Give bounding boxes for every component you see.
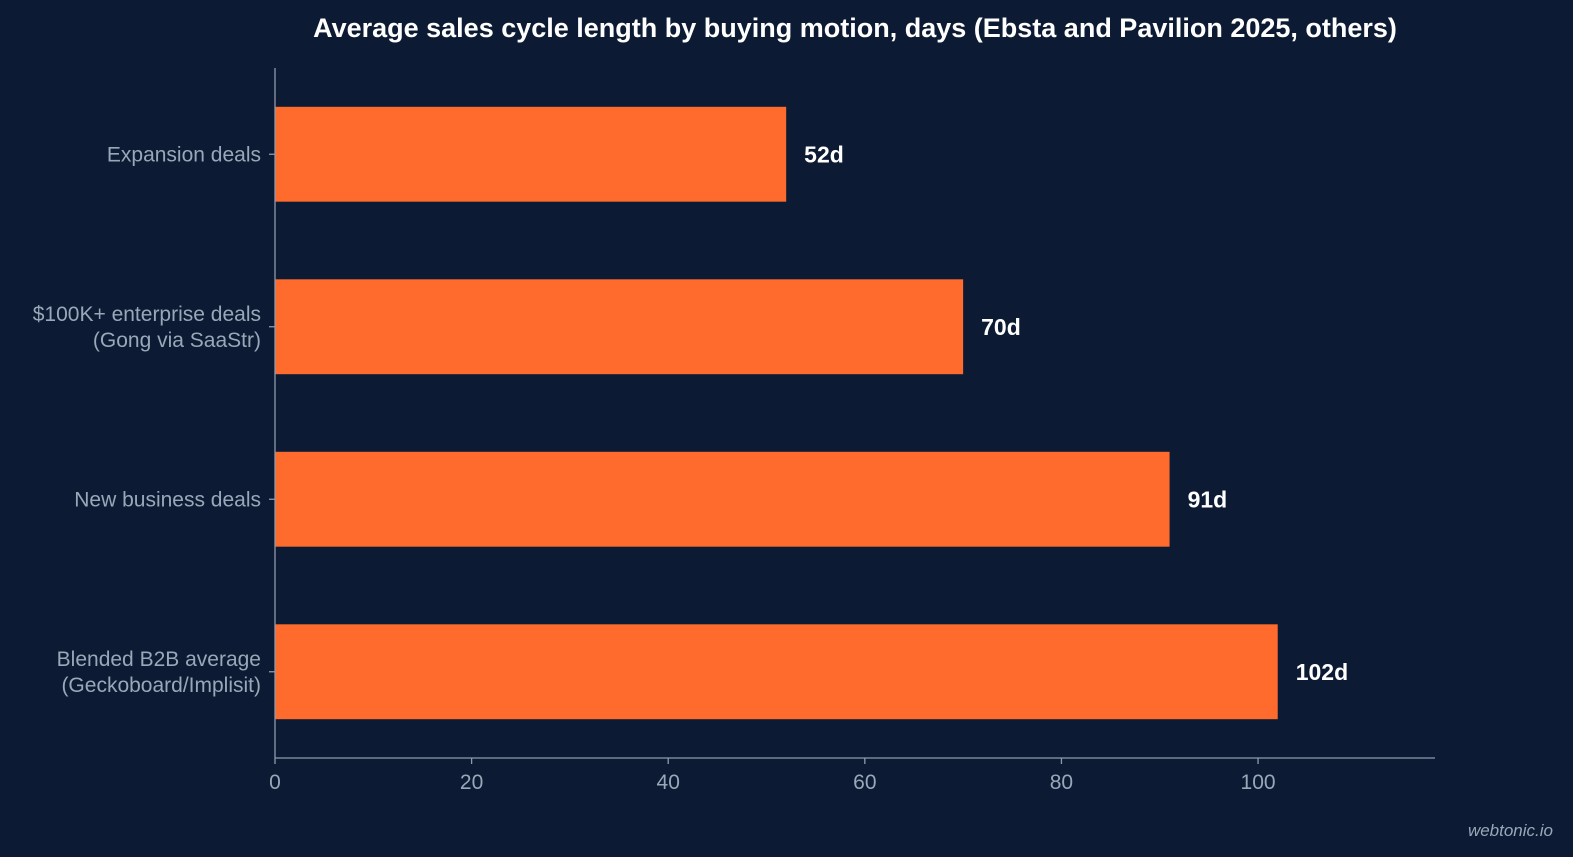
x-tick-label: 60 — [853, 771, 876, 794]
x-tick-label: 80 — [1050, 771, 1073, 794]
value-label: 70d — [981, 314, 1021, 340]
value-label: 91d — [1188, 486, 1228, 512]
plot-area: Expansion deals 52d $100K+ enterprise deal… — [33, 68, 1435, 794]
category-label: New business deals — [74, 488, 261, 511]
category-label-line: (Geckoboard/Implisit) — [61, 674, 261, 697]
value-label: 102d — [1296, 659, 1348, 685]
category-label-line: Expansion deals — [107, 143, 261, 166]
bar — [275, 279, 964, 375]
x-tick-label: 20 — [460, 771, 483, 794]
category-label: $100K+ enterprise deals (Gong via SaaStr) — [33, 303, 261, 352]
category-label-line: New business deals — [74, 488, 261, 511]
value-label: 52d — [804, 141, 844, 167]
chart-title: Average sales cycle length by buying mot… — [313, 13, 1397, 43]
bar — [275, 451, 1170, 547]
x-tick-label: 40 — [657, 771, 680, 794]
category-label: Blended B2B average (Geckoboard/Implisit) — [57, 648, 261, 697]
bar — [275, 624, 1278, 720]
x-tick-label: 0 — [269, 771, 281, 794]
category-label-line: Blended B2B average — [57, 648, 261, 671]
category-label-line: $100K+ enterprise deals — [33, 303, 261, 326]
watermark: webtonic.io — [1468, 821, 1553, 840]
category-label-line: (Gong via SaaStr) — [93, 329, 261, 352]
bar — [275, 106, 787, 202]
x-tick-label: 100 — [1241, 771, 1276, 794]
category-label: Expansion deals — [107, 143, 261, 166]
